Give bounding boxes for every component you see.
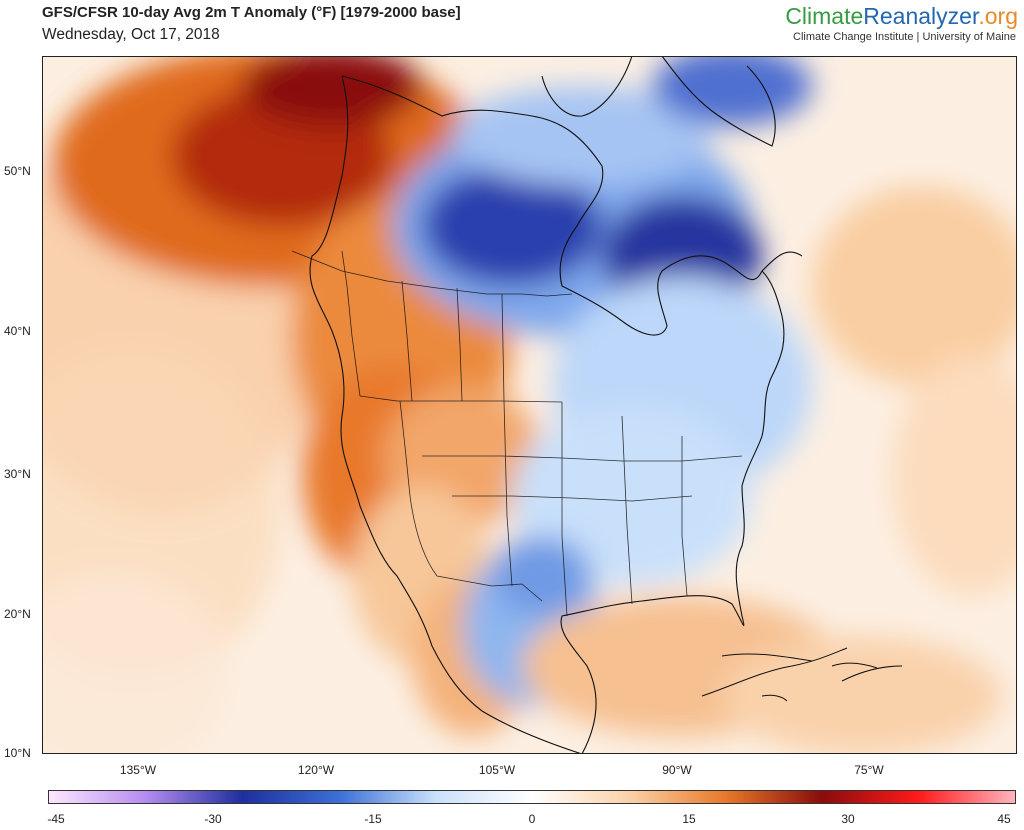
lon-label-75w: 75°W <box>854 763 884 777</box>
colorbar-tick: -15 <box>364 812 382 826</box>
credit-text: Climate Change Institute | University of… <box>793 31 1016 43</box>
brand-logo[interactable]: ClimateReanalyzer.org <box>785 3 1018 30</box>
colorbar-tick: -45 <box>47 812 65 826</box>
lon-label-120w: 120°W <box>297 763 335 777</box>
colorbar-tick: 30 <box>841 812 855 826</box>
date-subtitle: Wednesday, Oct 17, 2018 <box>42 26 220 43</box>
lon-label-90w: 90°W <box>662 763 692 777</box>
lat-label-50n: 50°N <box>4 164 31 178</box>
lat-label-30n: 30°N <box>4 467 31 481</box>
colorbar-tick: -30 <box>204 812 222 826</box>
brand-part-3: .org <box>978 3 1018 29</box>
lon-label-105w: 105°W <box>478 763 516 777</box>
colorbar-tick: 45 <box>997 812 1011 826</box>
lat-label-40n: 40°N <box>4 324 31 338</box>
lon-label-135w: 135°W <box>119 763 157 777</box>
map-canvas <box>42 56 1017 754</box>
political-borders <box>291 250 743 617</box>
coastlines <box>309 56 903 754</box>
colorbar-tick: 15 <box>682 812 696 826</box>
islands <box>721 653 878 702</box>
anomaly-field <box>42 56 1017 754</box>
colorbar-tick: 0 <box>528 812 536 826</box>
lat-label-10n: 10°N <box>4 746 31 760</box>
brand-part-1: Climate <box>785 3 864 29</box>
anomaly-map <box>42 56 1017 754</box>
map-frame <box>42 56 1017 754</box>
colorbar <box>48 790 1016 804</box>
brand-part-2: Reanalyzer <box>863 3 979 29</box>
lat-label-20n: 20°N <box>4 607 31 621</box>
chart-title: GFS/CFSR 10-day Avg 2m T Anomaly (°F) [1… <box>42 4 461 21</box>
